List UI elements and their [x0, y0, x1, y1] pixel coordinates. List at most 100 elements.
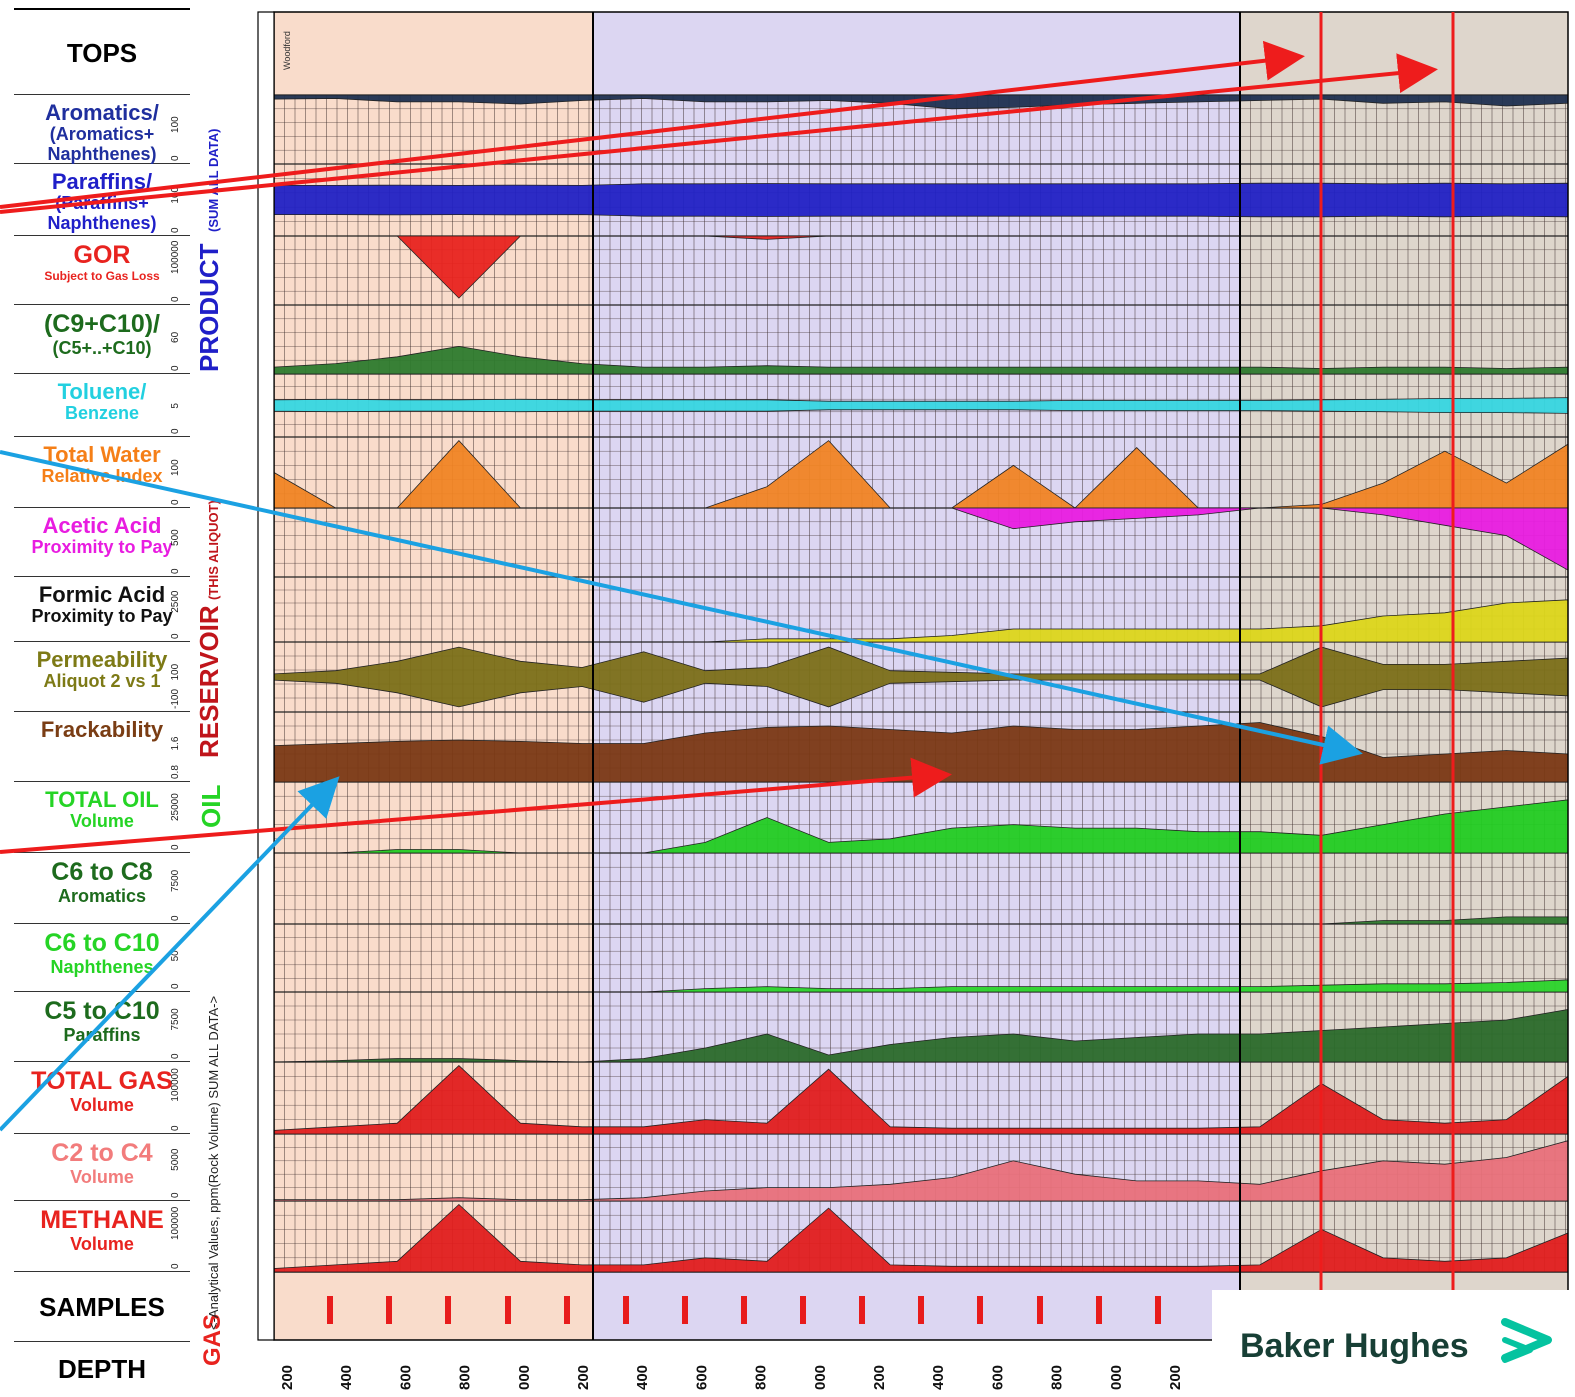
track-label-subtitle: Volume	[70, 1233, 134, 1254]
sample-marker	[564, 1296, 570, 1324]
arrow-red	[0, 40, 1305, 209]
depth-header: DEPTH	[14, 1342, 190, 1397]
sample-marker	[327, 1296, 333, 1324]
track-label-subtitle: Volume	[70, 811, 134, 832]
sample-marker	[445, 1296, 451, 1324]
track-label-perm: Permeability Aliquot 2 vs 1	[14, 642, 190, 712]
depth-label: 600	[397, 1365, 414, 1390]
scale-max: 100	[170, 459, 181, 476]
sample-marker	[977, 1296, 983, 1324]
arrow-blue	[0, 450, 1363, 765]
track-label-subtitle: Paraffins	[63, 1024, 141, 1045]
scale-min: 0	[170, 983, 181, 989]
sample-marker	[623, 1296, 629, 1324]
depth-label: 400	[634, 1365, 651, 1390]
depth-label: 200	[871, 1365, 888, 1390]
scale-max: 100000	[170, 1068, 181, 1102]
depth-label: 800	[457, 1365, 474, 1390]
sample-marker	[1037, 1296, 1043, 1324]
series-c9c10	[273, 345, 1569, 375]
scale-min: 0	[170, 915, 181, 921]
track-label-title: TOTAL OIL	[45, 787, 159, 812]
scale-max: 2500	[170, 590, 181, 613]
depth-label: 200	[1167, 1365, 1184, 1390]
track-label-methane: METHANE Volume	[14, 1201, 190, 1272]
depth-label: 000	[516, 1365, 533, 1390]
series-methane	[273, 1203, 1569, 1273]
samples-header: SAMPLES	[14, 1272, 190, 1342]
scale-max: 100000	[170, 1206, 181, 1240]
depth-label: 600	[693, 1365, 710, 1390]
sample-marker	[1096, 1296, 1102, 1324]
series-c6c10	[274, 979, 1569, 993]
track-label-title: Toluene/	[57, 379, 147, 404]
track-label-c6c8: C6 to C8 Aromatics	[14, 853, 190, 924]
track-label-title: C2 to C4	[51, 1139, 153, 1167]
depth-label: 000	[812, 1365, 829, 1390]
group-product-sub: (SUM ALL DATA)	[206, 129, 221, 233]
track-label-title: Aromatics/	[45, 100, 159, 125]
depth-label: 800	[1049, 1365, 1066, 1390]
series-acetic	[274, 507, 1569, 571]
track-label-title: Permeability	[36, 647, 168, 672]
depth-label: 600	[989, 1365, 1006, 1390]
track-label-subtitle: Aromatics	[57, 885, 147, 906]
depth-label: 400	[338, 1365, 355, 1390]
track-label-c9c10: (C9+C10)/(C5+..+C10)	[14, 305, 190, 374]
brand-logo: Baker Hughes	[1212, 1290, 1575, 1397]
arrow-red	[0, 757, 952, 854]
scale-max: 50	[170, 950, 181, 962]
scale-max: 7500	[170, 869, 181, 892]
scale-min: 0	[170, 1125, 181, 1131]
scale-max: 100	[170, 663, 181, 680]
series-gor	[274, 235, 1568, 299]
track-label-title: METHANE	[40, 1206, 164, 1234]
tops-header: TOPS	[14, 8, 190, 95]
track-label-toluene: Toluene/Benzene	[14, 374, 190, 437]
scale-min: 0	[170, 1263, 181, 1269]
track-label-title: C5 to C10	[44, 997, 160, 1025]
track-label-subtitle: Naphthenes	[50, 956, 154, 977]
series-c6c8	[274, 916, 1569, 925]
tops-header-label: TOPS	[66, 38, 138, 68]
scale-min: 0	[170, 155, 181, 161]
sample-marker	[1155, 1296, 1161, 1324]
track-label-c6c10: C6 to C10 Naphthenes	[14, 924, 190, 992]
scale-min: 0	[170, 844, 181, 850]
brand-name: Baker Hughes	[1240, 1327, 1469, 1365]
track-label-title: GOR	[73, 241, 131, 269]
track-label-gor: GOR Subject to Gas Loss	[14, 236, 190, 305]
track-label-aromatics: Aromatics/(Aromatics+ Naphthenes)	[14, 95, 190, 164]
scale-min: 0	[170, 633, 181, 639]
sample-marker	[918, 1296, 924, 1324]
track-label-subtitle: Aliquot 2 vs 1	[43, 671, 161, 692]
scale-min: -100	[170, 689, 181, 709]
scale-max: 5	[170, 403, 181, 409]
depth-label: 800	[753, 1365, 770, 1390]
sample-marker	[741, 1296, 747, 1324]
track-label-title: Frackability	[40, 717, 164, 742]
scale-min: 0	[170, 428, 181, 434]
scale-max: 5000	[170, 1148, 181, 1171]
series-totoil	[274, 799, 1569, 854]
scale-min: 0	[170, 499, 181, 505]
scale-max: 500	[170, 529, 181, 546]
scale-max: 100	[170, 116, 181, 133]
group-gas-sub: <-Analytical Values, ppm(Rock Volume) SU…	[206, 996, 221, 1330]
scale-max: 1.6	[170, 736, 181, 750]
sample-marker	[386, 1296, 392, 1324]
series-formic	[274, 599, 1569, 643]
scale-min: 0	[170, 1053, 181, 1059]
track-label-totgas: TOTAL GAS Volume	[14, 1062, 190, 1134]
scale-min: 0	[170, 568, 181, 574]
brand-chevron-icon	[1502, 1337, 1533, 1363]
track-label-subtitle: Proximity to Pay	[31, 537, 173, 558]
sample-marker	[505, 1296, 511, 1324]
scale-max: 60	[170, 331, 181, 343]
series-frack	[273, 722, 1569, 783]
group-reservoir-sub: (THIS ALIQUOT)	[206, 500, 221, 600]
track-label-subtitle: (C5+..+C10)	[52, 337, 152, 358]
track-label-c2c4: C2 to C4 Volume	[14, 1134, 190, 1201]
formation-top-label: Woodford	[282, 31, 292, 70]
